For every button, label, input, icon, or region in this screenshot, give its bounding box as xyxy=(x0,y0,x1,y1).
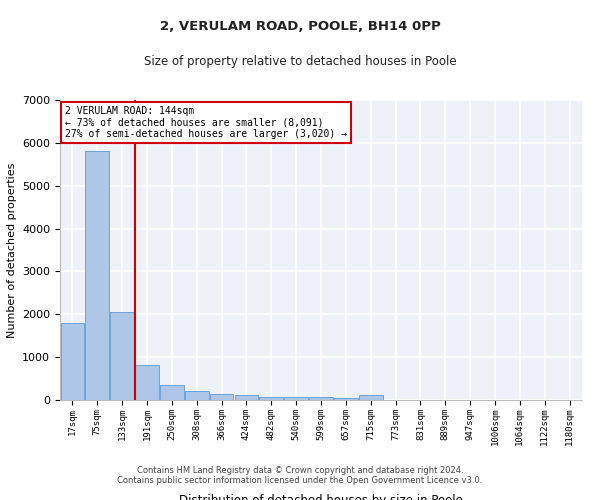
Bar xyxy=(284,397,308,400)
Bar xyxy=(160,386,184,400)
Bar xyxy=(309,398,333,400)
Bar xyxy=(235,396,258,400)
Bar xyxy=(185,390,209,400)
Bar xyxy=(85,152,109,400)
Bar xyxy=(135,365,159,400)
Bar xyxy=(359,396,383,400)
Text: 2 VERULAM ROAD: 144sqm
← 73% of detached houses are smaller (8,091)
27% of semi-: 2 VERULAM ROAD: 144sqm ← 73% of detached… xyxy=(65,106,347,139)
Y-axis label: Number of detached properties: Number of detached properties xyxy=(7,162,17,338)
Text: Contains HM Land Registry data © Crown copyright and database right 2024.
Contai: Contains HM Land Registry data © Crown c… xyxy=(118,466,482,485)
Bar xyxy=(210,394,233,400)
Bar xyxy=(334,398,358,400)
Bar xyxy=(259,396,283,400)
X-axis label: Distribution of detached houses by size in Poole: Distribution of detached houses by size … xyxy=(179,494,463,500)
Text: Size of property relative to detached houses in Poole: Size of property relative to detached ho… xyxy=(143,55,457,68)
Text: 2, VERULAM ROAD, POOLE, BH14 0PP: 2, VERULAM ROAD, POOLE, BH14 0PP xyxy=(160,20,440,33)
Bar xyxy=(61,323,84,400)
Bar xyxy=(110,312,134,400)
